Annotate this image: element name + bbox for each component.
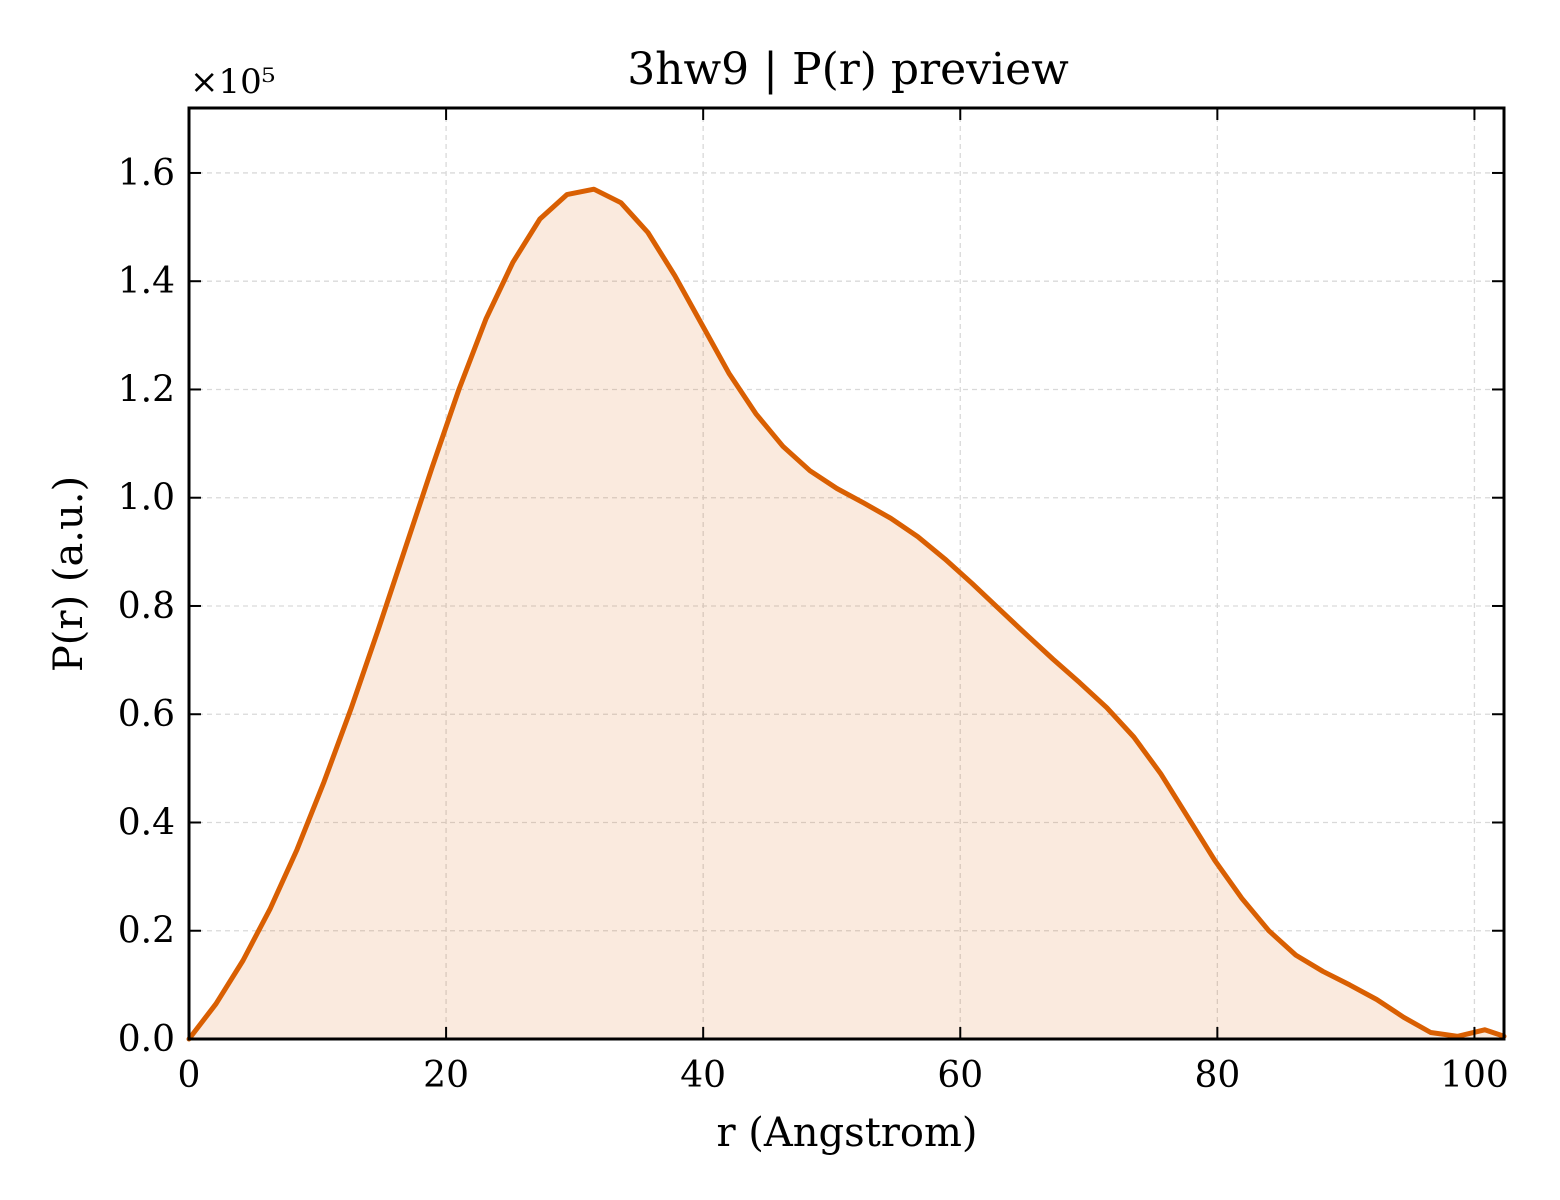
pr-area-fill bbox=[189, 189, 1504, 1039]
y-tick-label: 1.4 bbox=[118, 261, 175, 302]
y-axis-label: P(r) (a.u.) bbox=[46, 476, 92, 672]
x-tick-label: 80 bbox=[1194, 1055, 1240, 1096]
pr-line bbox=[186, 186, 1507, 1042]
x-tick-label: 20 bbox=[423, 1055, 469, 1096]
y-tick-label: 1.2 bbox=[118, 369, 175, 410]
y-tick-label: 0.4 bbox=[118, 802, 175, 843]
y-tick-label: 1.0 bbox=[118, 478, 175, 519]
x-tick-label: 100 bbox=[1440, 1055, 1509, 1096]
plot-frame bbox=[187, 106, 1506, 1041]
x-axis-label: r (Angstrom) bbox=[716, 1110, 977, 1156]
y-tick-label: 0.0 bbox=[118, 1019, 175, 1060]
y-tick-labels: 0.0 0.2 0.4 0.6 0.8 1.0 1.2 1.4 1.6 bbox=[118, 153, 175, 1060]
x-tick-label: 0 bbox=[178, 1055, 201, 1096]
y-tick-label: 1.6 bbox=[118, 153, 175, 194]
y-axis-multiplier: ×10⁵ bbox=[190, 62, 275, 102]
x-tick-label: 40 bbox=[680, 1055, 726, 1096]
y-tick-label: 0.2 bbox=[118, 911, 175, 952]
x-tick-labels: 0 20 40 60 80 100 bbox=[178, 1055, 1509, 1096]
y-tick-label: 0.8 bbox=[118, 586, 175, 627]
y-tick-label: 0.6 bbox=[118, 694, 175, 735]
chart-title: 3hw9 | P(r) preview bbox=[627, 44, 1069, 95]
x-tick-label: 60 bbox=[937, 1055, 983, 1096]
